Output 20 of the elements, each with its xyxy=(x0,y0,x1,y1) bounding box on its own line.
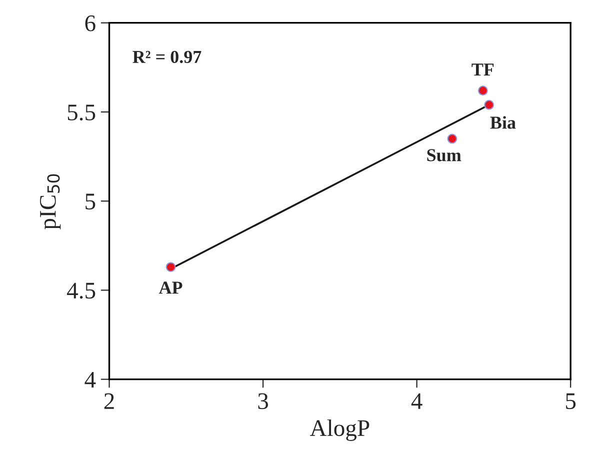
annotation: Bia xyxy=(490,116,516,129)
y-tick-label: 5.5 xyxy=(68,104,96,120)
x-tick-label: 5 xyxy=(566,393,576,410)
y-tick-label: 6 xyxy=(85,15,96,32)
x-tick-label: 4 xyxy=(411,393,422,409)
annotation: Sum xyxy=(427,149,462,162)
point xyxy=(166,262,176,272)
annotation: TF xyxy=(472,64,494,76)
annotation: R² = 0.97 xyxy=(132,50,202,64)
y-tick-label: 5 xyxy=(86,194,96,210)
x-axis-title: AlogP xyxy=(310,419,370,441)
annotation: AP xyxy=(158,282,182,294)
point xyxy=(484,100,494,110)
y-tick-label: 4.5 xyxy=(67,282,96,299)
x-tick-label: 3 xyxy=(258,393,268,410)
point xyxy=(447,134,458,144)
y-axis-title: pIC$_{50}$ xyxy=(40,174,61,230)
y-tick-label: 4 xyxy=(84,372,96,388)
point xyxy=(478,86,488,96)
x-tick-label: 2 xyxy=(104,393,114,409)
